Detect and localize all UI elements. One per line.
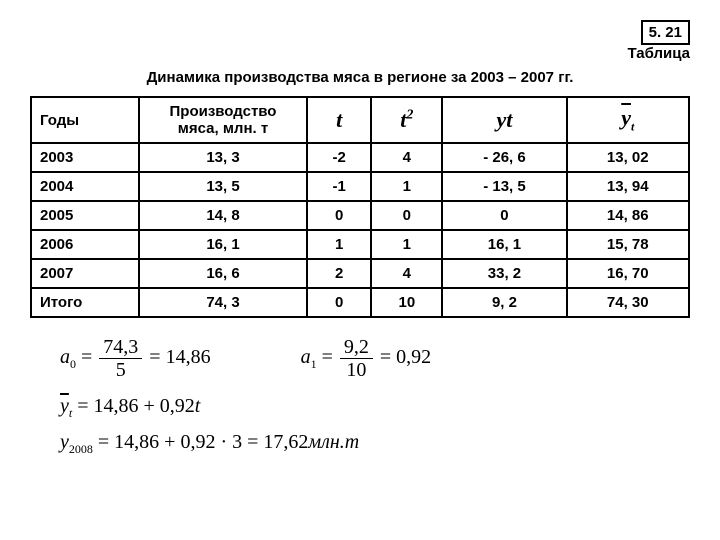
table-row: 200413, 5-11- 13, 513, 94 xyxy=(31,172,689,201)
table-row: 200313, 3-24- 26, 613, 02 xyxy=(31,143,689,172)
formula-ybar: yt = 14,86 + 0,92t xyxy=(60,395,690,421)
col-t: t xyxy=(307,97,371,143)
page-title: Динамика производства мяса в регионе за … xyxy=(30,69,690,86)
col-production: Производство мяса, млн. т xyxy=(139,97,307,143)
formulas-block: a0 = 74,35 = 14,86 a1 = 9,210 = 0,92 yt … xyxy=(30,336,690,457)
col-years: Годы xyxy=(31,97,139,143)
formula-y2008: y2008 = 14,86 + 0,92 · 3 = 17,62млн.т xyxy=(60,431,690,457)
table-row: 200716, 62433, 216, 70 xyxy=(31,259,689,288)
table-row: 200616, 11116, 115, 78 xyxy=(31,230,689,259)
col-ybar: yt xyxy=(567,97,689,143)
table-label: Таблица xyxy=(627,45,690,62)
table-row: Итого74, 30109, 274, 30 xyxy=(31,288,689,317)
header-row: Годы Производство мяса, млн. т t t2 yt y… xyxy=(31,97,689,143)
header-block: 5. 21 Таблица xyxy=(30,20,690,63)
formula-a1: a1 = 9,210 = 0,92 xyxy=(301,336,432,381)
col-t2: t2 xyxy=(371,97,442,143)
data-table: Годы Производство мяса, млн. т t t2 yt y… xyxy=(30,96,690,318)
formula-a0: a0 = 74,35 = 14,86 xyxy=(60,336,211,381)
section-badge: 5. 21 xyxy=(641,20,690,45)
col-yt: yt xyxy=(442,97,566,143)
table-row: 200514, 800014, 86 xyxy=(31,201,689,230)
